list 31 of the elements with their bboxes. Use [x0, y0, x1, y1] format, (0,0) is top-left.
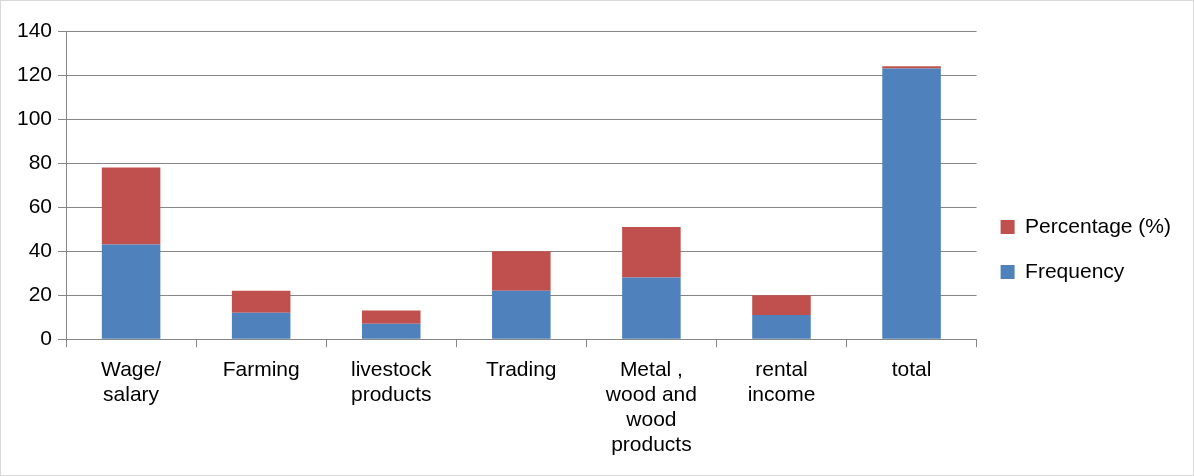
- legend-label: Percentage (%): [1025, 213, 1171, 237]
- bar: [361, 323, 421, 339]
- x-tick-label: Trading: [486, 356, 557, 380]
- y-tick-label: 140: [16, 17, 53, 41]
- bar: [361, 310, 421, 324]
- bar: [622, 277, 681, 339]
- bar: [101, 167, 161, 245]
- bar: [752, 314, 811, 339]
- bar: [231, 290, 291, 313]
- bar: [882, 68, 941, 339]
- y-tick-label: 120: [16, 61, 53, 85]
- x-tick-label: total: [891, 356, 932, 380]
- bar: [231, 312, 291, 339]
- y-tick-label: 40: [28, 237, 53, 261]
- x-tick-label: livestock products: [350, 356, 432, 405]
- x-tick-label: Metal , wood and wood products: [604, 356, 697, 456]
- y-tick-label: 60: [28, 193, 53, 217]
- bar: [752, 295, 811, 315]
- legend-label: Frequency: [1025, 258, 1125, 282]
- x-tick-label: Farming: [222, 356, 300, 380]
- bar: [101, 244, 161, 339]
- x-tick-label: rental income: [747, 356, 816, 405]
- y-tick-label: 0: [40, 326, 53, 349]
- y-tick-label: 80: [28, 149, 53, 173]
- bar: [492, 251, 551, 291]
- y-tick-label: 100: [16, 105, 53, 129]
- y-tick-label: 20: [28, 281, 53, 305]
- x-tick-label: Wage/ salary: [101, 356, 162, 405]
- bar: [882, 66, 941, 69]
- bar: [492, 290, 551, 339]
- bar: [622, 226, 681, 278]
